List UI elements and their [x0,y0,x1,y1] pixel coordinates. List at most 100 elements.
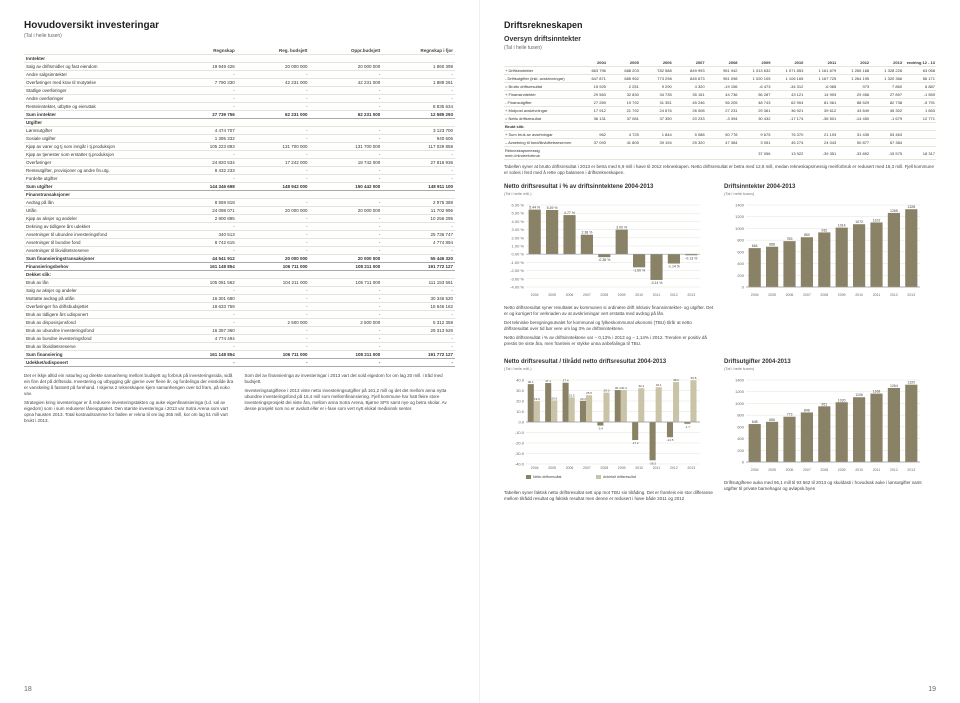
svg-text:2004: 2004 [751,468,759,472]
cell [804,123,837,131]
cell: - [237,359,310,367]
row-label: Avsetninger til ubundne investeringsfond [24,231,164,239]
cell [673,123,706,131]
svg-text:600: 600 [737,424,744,429]
footnote-right: Som del av finansieringa av investeringa… [245,373,456,428]
cell: 4 474 707 [164,127,237,135]
cell: - [237,287,310,295]
svg-text:20.6: 20.6 [551,396,557,400]
cell: 15 646 162 [382,303,455,311]
row-label: - Finansutgifter [504,99,574,107]
svg-text:400: 400 [737,436,744,441]
row-label: Dekning av tidligere års udekket [24,223,164,231]
svg-text:2008: 2008 [600,293,608,297]
cell: - [237,231,310,239]
cell: 18 633 759 [164,303,237,311]
svg-text:2010: 2010 [635,293,643,297]
cell: 108 211 000 [310,263,383,271]
cell: 31 435 [837,131,870,139]
cell: 106 711 000 [237,351,310,359]
cell: 29 456 [837,91,870,99]
cell: 29 313 526 [382,327,455,335]
cell: - [237,167,310,175]
year-header: 2008 [706,59,739,67]
cell: 45 274 [771,139,804,147]
chart2-svg: 0200400600800100012001400664200468820057… [724,199,924,299]
cell: - [237,103,310,111]
year-header: 2007 [673,59,706,67]
svg-text:1265: 1265 [890,209,898,213]
cell [607,123,640,131]
cell: 50 877 [837,139,870,147]
cell: - [237,95,310,103]
svg-text:5.39 %: 5.39 % [547,206,558,210]
svg-text:2012: 2012 [890,293,898,297]
svg-text:23.5: 23.5 [569,393,575,397]
sum-label: Sum utgifter [24,183,164,191]
svg-text:1320: 1320 [907,380,915,384]
cell: 1 106 165 [771,75,804,83]
svg-text:20.2: 20.2 [580,396,586,400]
year-header: 2004 [574,59,607,67]
cell: - [310,327,383,335]
svg-text:2010: 2010 [635,466,643,470]
svg-text:2005: 2005 [548,466,556,470]
svg-text:3.00 %: 3.00 % [512,227,525,232]
chart3-note: Tabellen syner faktisk netto driftsresul… [504,490,716,502]
cell: 150 442 000 [310,183,383,191]
svg-text:33.1: 33.1 [656,383,662,387]
cell: 131 700 000 [310,143,383,151]
svg-text:0.0: 0.0 [518,419,524,424]
svg-text:850: 850 [804,233,810,237]
svg-text:30.0: 30.0 [516,388,525,393]
row-label: Salg av driftsmidler og fast eiendom [24,63,164,71]
svg-text:1400: 1400 [735,377,745,382]
svg-text:-14.5: -14.5 [667,438,674,442]
cell: - [237,215,310,223]
cell: 782 588 [640,67,673,75]
cell: 32 830 [607,91,640,99]
cell: 44 541 912 [164,255,237,263]
row-label: Bruk av disposisjonsfond [24,319,164,327]
cell: 148 942 000 [237,183,310,191]
chart1-sub: (Tal i heile mill.) [504,191,716,196]
row-label: Avdrag på lån [24,199,164,207]
cell: 18 317 [903,147,936,160]
svg-text:-4.00 %: -4.00 % [510,285,524,290]
cell: 16 301 680 [164,295,237,303]
svg-text:2013: 2013 [907,468,915,472]
cell: 50 778 [706,131,739,139]
svg-text:2.00 %: 2.00 % [512,235,525,240]
cell: 1 013 632 [739,67,772,75]
cell: -1 559 [903,91,936,99]
cell: 21 193 [804,131,837,139]
row-label: Andre overføringer [24,95,164,103]
row-label: Bruk av ubundne investeringsfond [24,327,164,335]
cell: 663 796 [574,67,607,75]
cell [903,139,936,147]
cell [903,131,936,139]
cell: -3 394 [706,115,739,123]
svg-text:40.0: 40.0 [516,377,525,382]
row-label: Bruk av bundne investeringsfond [24,335,164,343]
cell: 105 711 000 [310,279,383,287]
row-label: Andre salgsinntekter [24,71,164,79]
cell: 53 463 [870,131,903,139]
cell: 30 346 520 [382,295,455,303]
chart1-box: Netto driftsresultat i % av driftsinntek… [504,184,716,350]
cell: - [164,71,237,79]
right-page: Driftsrekneskapen Oversyn driftsinntekte… [480,0,960,703]
cell: 37 081 [607,115,640,123]
cell: 148 911 100 [382,183,455,191]
cell: - [237,175,310,183]
svg-text:2009: 2009 [838,468,846,472]
cell: 105 223 893 [164,143,237,151]
cell: - [164,103,237,111]
col-header: Reg. budsjett [237,47,310,55]
cell [574,147,607,160]
svg-text:4.00 %: 4.00 % [512,219,525,224]
cell: - [382,359,455,367]
svg-text:-1.60 %: -1.60 % [633,268,645,272]
cell: 20 000 000 [310,207,383,215]
cell: - [310,231,383,239]
